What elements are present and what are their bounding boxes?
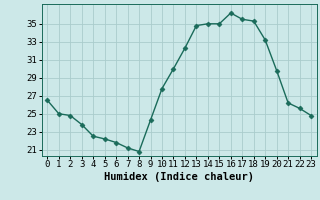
X-axis label: Humidex (Indice chaleur): Humidex (Indice chaleur) [104,172,254,182]
